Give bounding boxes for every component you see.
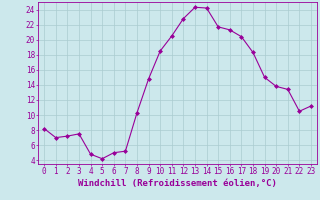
- X-axis label: Windchill (Refroidissement éolien,°C): Windchill (Refroidissement éolien,°C): [78, 179, 277, 188]
